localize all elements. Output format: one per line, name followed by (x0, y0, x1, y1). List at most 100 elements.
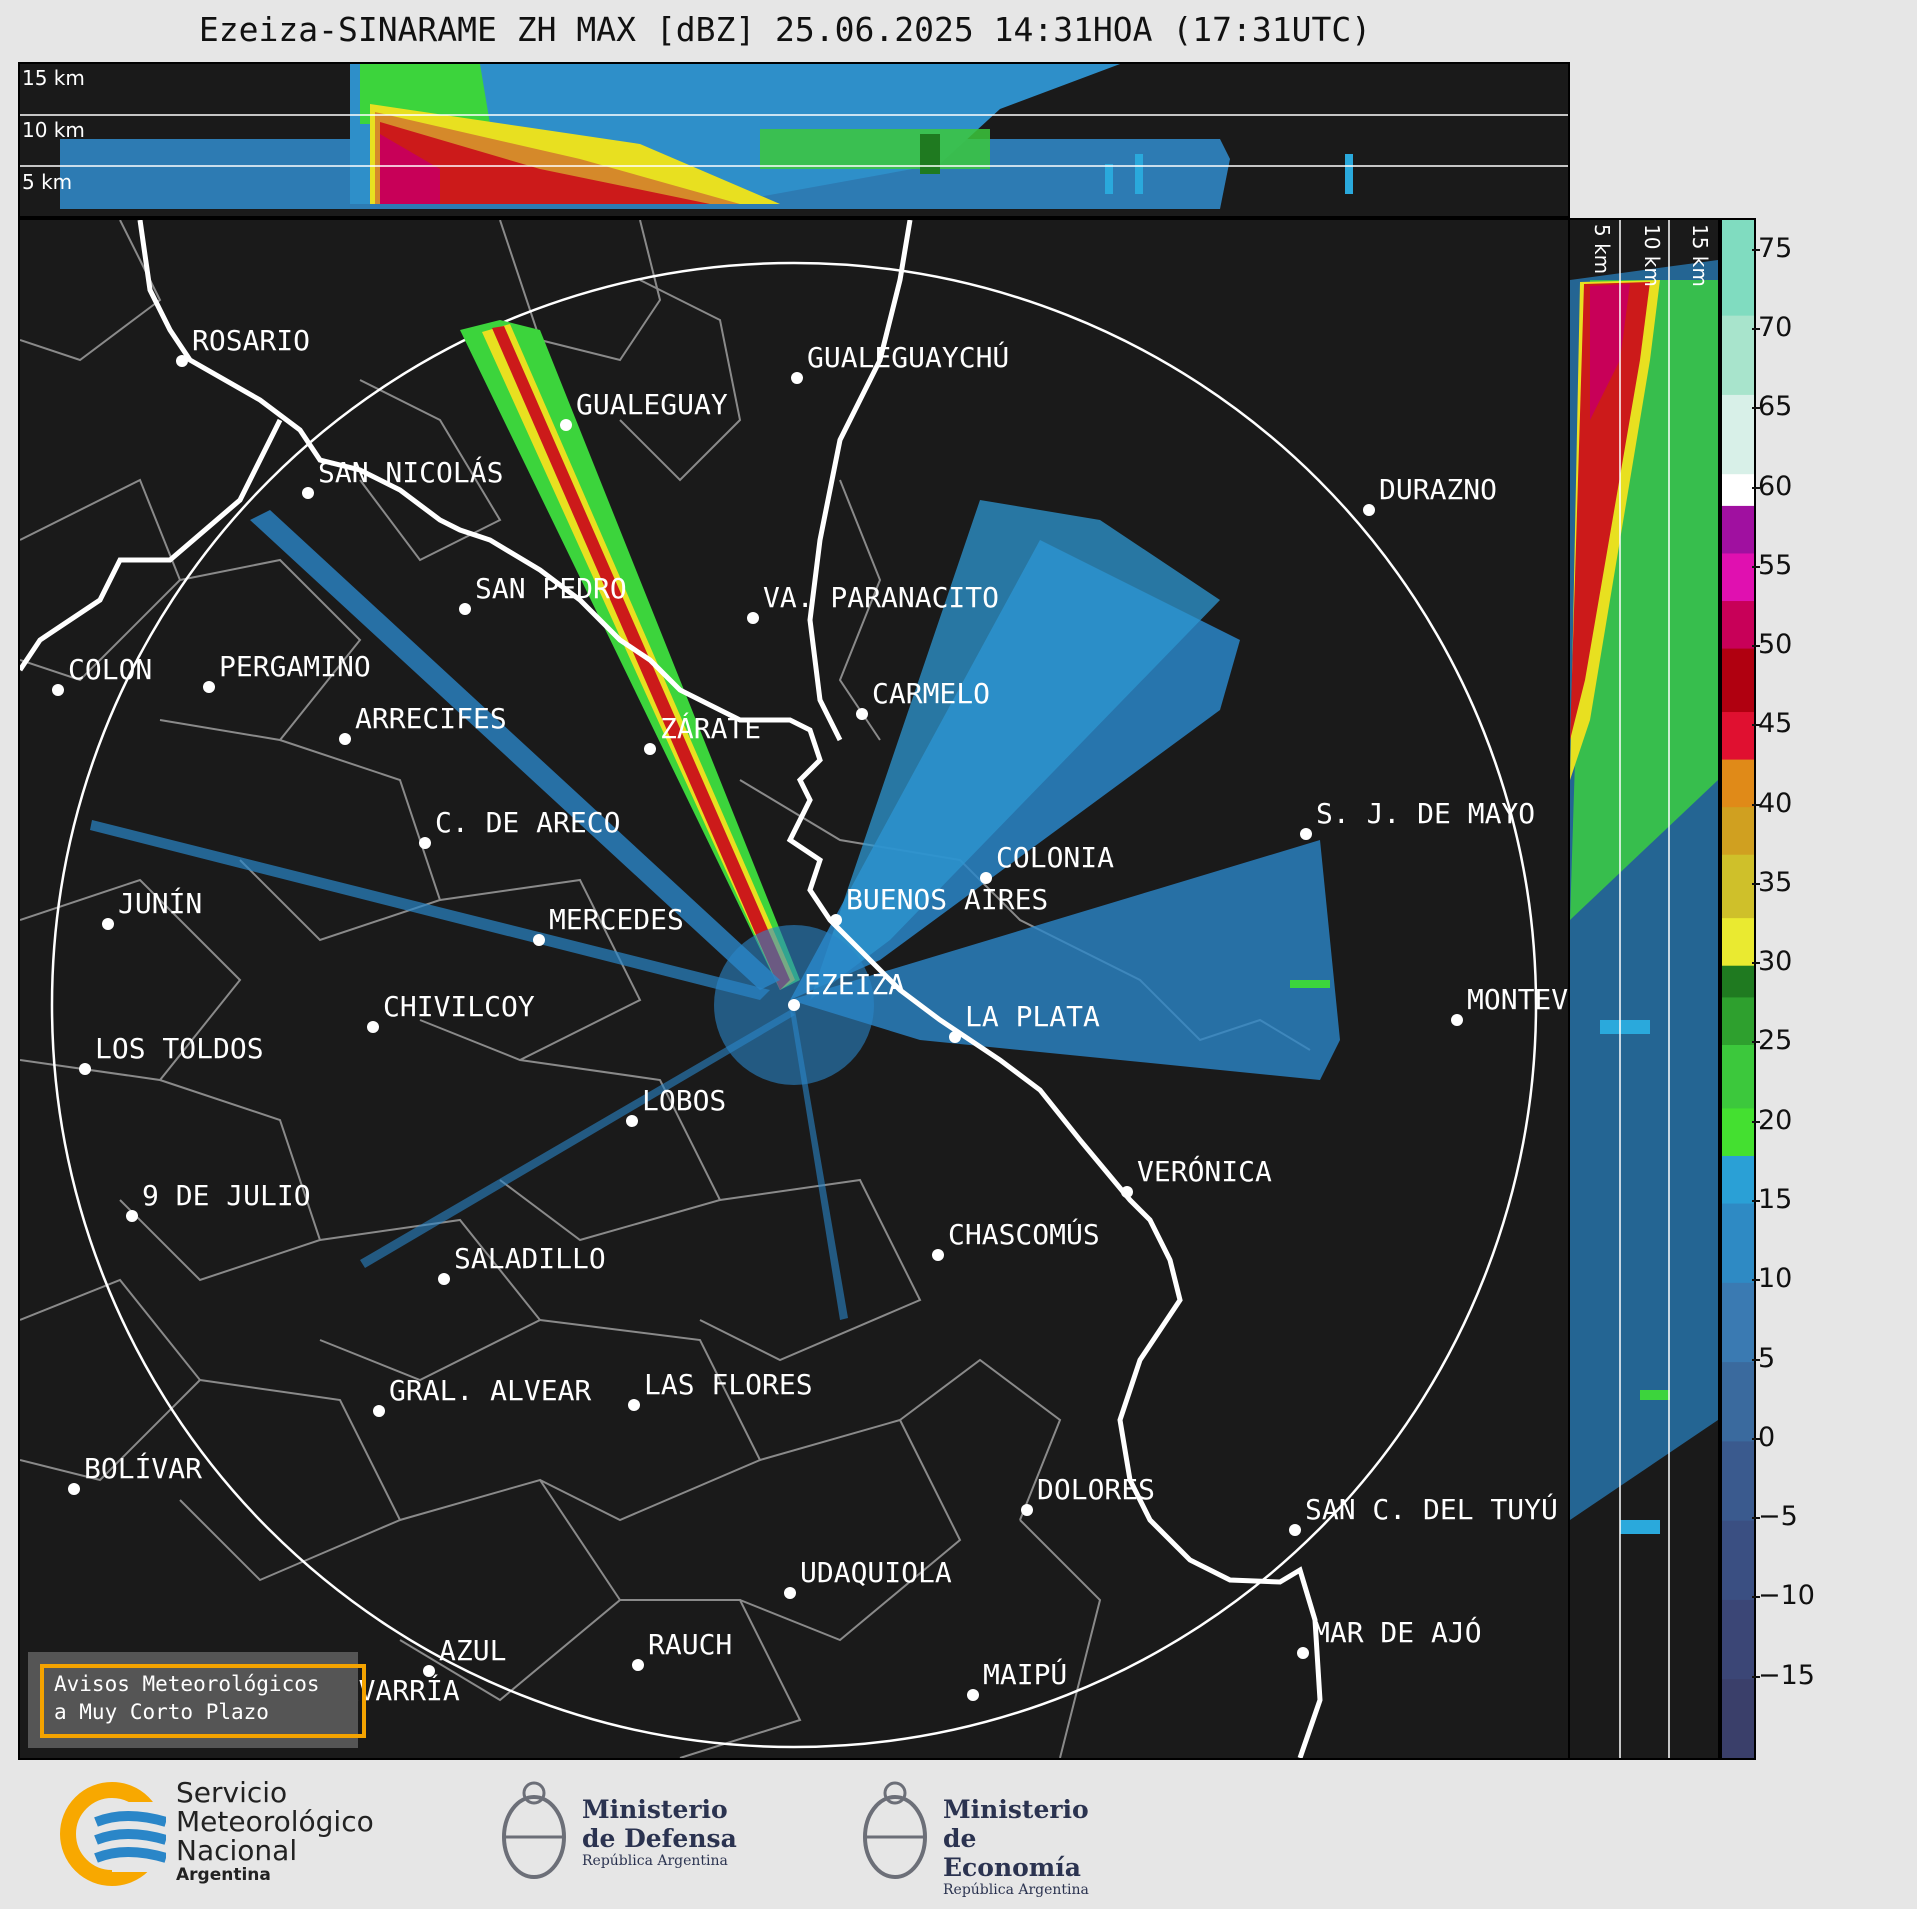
city-label: RAUCH (648, 1628, 732, 1661)
city-label: LOS TOLDOS (95, 1032, 264, 1065)
city-label: AZUL (439, 1634, 506, 1667)
city-label: VA. PARANACITO (763, 581, 999, 614)
coat-of-arms-icon (502, 1781, 566, 1879)
city-label: BUENOS AIRES (846, 883, 1048, 916)
chart-title: Ezeiza-SINARAME ZH MAX [dBZ] 25.06.2025 … (198, 10, 1372, 49)
colorbar-band (1722, 1599, 1754, 1680)
city-label: CARMELO (872, 677, 990, 710)
avisos-frame: Avisos Meteorológicos a Muy Corto Plazo (40, 1664, 366, 1738)
city-label: UDAQUIOLA (800, 1556, 952, 1589)
colorbar-tick-label: 15 (1751, 1184, 1793, 1216)
colorbar-band (1722, 711, 1754, 760)
avisos-line2: a Muy Corto Plazo (54, 1700, 269, 1724)
city-label: VERÓNICA (1137, 1154, 1272, 1188)
smn-line3: Nacional (176, 1834, 298, 1867)
colorbar-band (1722, 1155, 1754, 1204)
colorbar-band (1722, 505, 1754, 554)
colorbar-band (1722, 759, 1754, 808)
city-label: SAN PEDRO (475, 572, 627, 605)
radar-map: ROSARIO GUALEGUAYCHÚ GUALEGUAY SAN NICOL… (18, 218, 1570, 1760)
economia-line1: Ministerio (943, 1795, 1089, 1824)
colorbar-tick-label: 70 (1751, 311, 1793, 343)
smn-line2: Meteorológico (176, 1805, 374, 1838)
defensa-logo: Ministerio de Defensa República Argentin… (494, 1775, 754, 1895)
colorbar-band (1722, 1107, 1754, 1156)
city-label: MONTEV (1467, 983, 1568, 1016)
smn-line1: Servicio (176, 1776, 288, 1809)
radar-range-ring (50, 261, 1538, 1749)
city-markers: ROSARIO GUALEGUAYCHÚ GUALEGUAY SAN NICOL… (52, 324, 1568, 1717)
city-label: ROSARIO (192, 324, 310, 357)
colorbar-band (1722, 473, 1754, 506)
city-label: COLON (68, 653, 152, 686)
city-label: GUALEGUAYCHÚ (807, 340, 1009, 374)
city-label: DOLORES (1037, 1473, 1155, 1506)
top-cross-section: 15 km 10 km 5 km (18, 62, 1570, 218)
colorbar-band (1722, 917, 1754, 966)
city-label: LAS FLORES (644, 1368, 813, 1401)
colorbar (1720, 218, 1756, 1760)
colorbar-tick-label: 60 (1751, 470, 1793, 502)
city-label: MERCEDES (549, 903, 684, 936)
city-label: CHIVILCOY (383, 990, 535, 1023)
radar-echoes (90, 320, 1340, 1320)
coat-of-arms-icon (863, 1781, 927, 1879)
economia-line2: de Economía (943, 1824, 1081, 1882)
economia-text: Ministerio de Economía República Argenti… (943, 1795, 1115, 1898)
colorbar-tick-label: 45 (1751, 708, 1793, 740)
smn-text: Servicio Meteorológico Nacional Argentin… (176, 1778, 374, 1885)
city-label: GRAL. ALVEAR (389, 1374, 591, 1407)
city-label: DURAZNO (1379, 473, 1497, 506)
city-label: COLONIA (996, 841, 1114, 874)
colorbar-tick-label: 75 (1751, 232, 1793, 264)
smn-emblem-icon (60, 1782, 166, 1886)
colorbar-band (1722, 220, 1754, 316)
colorbar-band (1722, 394, 1754, 475)
city-label: MAIPÚ (983, 1657, 1067, 1691)
city-label: MAR DE AJÓ (1313, 1615, 1482, 1649)
city-label: CHASCOMÚS (948, 1217, 1100, 1251)
colorbar-tick-label: 50 (1751, 629, 1793, 661)
city-label: S. J. DE MAYO (1316, 797, 1535, 830)
city-label: SAN C. DEL TUYÚ (1305, 1492, 1558, 1526)
colorbar-band (1722, 552, 1754, 602)
colorbar-tick-label: 40 (1751, 787, 1793, 819)
alt-label-10km: 10 km (22, 118, 85, 142)
avisos-badge[interactable]: Avisos Meteorológicos a Muy Corto Plazo (28, 1652, 366, 1748)
avisos-line1: Avisos Meteorológicos (54, 1672, 320, 1696)
city-label: ARRECIFES (355, 702, 507, 735)
defensa-text: Ministerio de Defensa República Argentin… (582, 1795, 737, 1869)
city-label: BOLÍVAR (84, 1451, 202, 1485)
colorbar-tick-label: 35 (1751, 866, 1793, 898)
colorbar-band (1722, 1282, 1754, 1363)
city-label: PERGAMINO (219, 650, 371, 683)
city-label: SALADILLO (454, 1242, 606, 1275)
colorbar-tick-label: 10 (1751, 1263, 1793, 1295)
colorbar-band (1722, 1203, 1754, 1283)
top-cross-section-plot (20, 64, 1568, 209)
colorbar-tick-label: −5 (1752, 1501, 1798, 1533)
economia-logo: Ministerio de Economía República Argenti… (855, 1775, 1115, 1898)
colorbar-band (1722, 1678, 1754, 1758)
city-label: C. DE ARECO (435, 806, 620, 839)
colorbar-tick-label: 55 (1751, 549, 1793, 581)
colorbar-band (1722, 996, 1754, 1045)
economia-line3: República Argentina (943, 1882, 1089, 1898)
city-label: SAN NICOLÁS (318, 455, 503, 489)
colorbar-tick-label: 25 (1751, 1025, 1793, 1057)
city-label: LA PLATA (965, 1000, 1100, 1033)
colorbar-band (1722, 806, 1754, 855)
colorbar-tick-label: 20 (1751, 1104, 1793, 1136)
defensa-line3: República Argentina (582, 1853, 728, 1869)
side-alt-label-10km: 10 km (1640, 224, 1664, 287)
radar-map-plot: ROSARIO GUALEGUAYCHÚ GUALEGUAY SAN NICOL… (20, 220, 1568, 1758)
alt-label-15km: 15 km (22, 66, 85, 90)
smn-logo: Servicio Meteorológico Nacional Argentin… (56, 1778, 376, 1892)
colorbar-band (1722, 1044, 1754, 1109)
colorbar-band (1722, 315, 1754, 395)
colorbar-band (1722, 854, 1754, 919)
colorbar-gradient (1722, 220, 1754, 1758)
alt-label-5km: 5 km (22, 170, 73, 194)
colorbar-band (1722, 1440, 1754, 1521)
city-label: JUNÍN (118, 886, 202, 920)
